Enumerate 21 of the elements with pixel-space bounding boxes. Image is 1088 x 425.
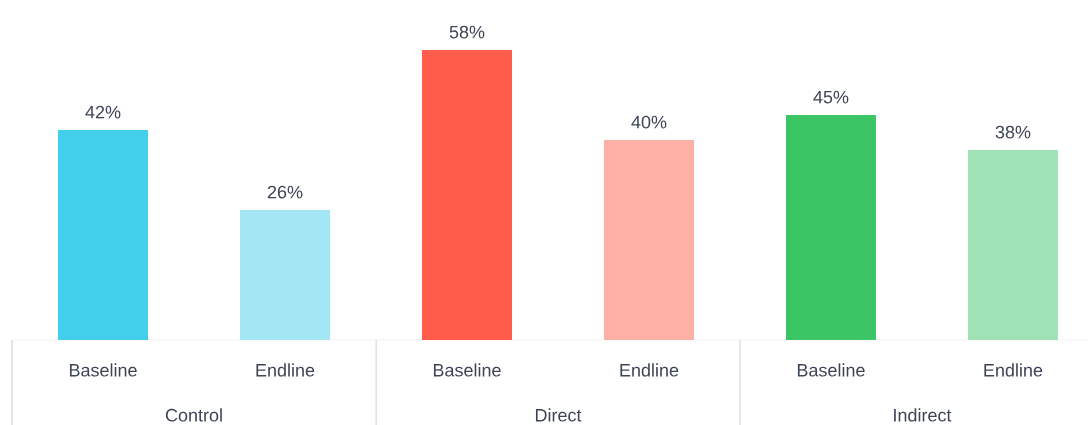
bar xyxy=(967,149,1058,340)
data-label: 40% xyxy=(631,115,667,129)
data-label: 45% xyxy=(813,90,849,104)
bar xyxy=(58,129,149,340)
x-tick-label: Endline xyxy=(984,363,1043,377)
x-tick-label: Endline xyxy=(256,363,315,377)
bar xyxy=(603,139,694,340)
x-tick-label: Baseline xyxy=(69,363,137,377)
data-label: 26% xyxy=(267,185,303,199)
data-label: 42% xyxy=(85,105,121,119)
x-tick-label: Baseline xyxy=(797,363,865,377)
data-label: 38% xyxy=(995,125,1031,139)
x-tick-label: Endline xyxy=(620,363,679,377)
x-tick-label: Baseline xyxy=(433,363,501,377)
text: Direct xyxy=(535,408,582,422)
text: Indirect xyxy=(894,408,952,422)
bar xyxy=(785,114,876,340)
data-label: 58% xyxy=(449,25,485,39)
text: Control xyxy=(165,408,222,422)
bar xyxy=(240,209,330,340)
bar xyxy=(421,49,512,340)
